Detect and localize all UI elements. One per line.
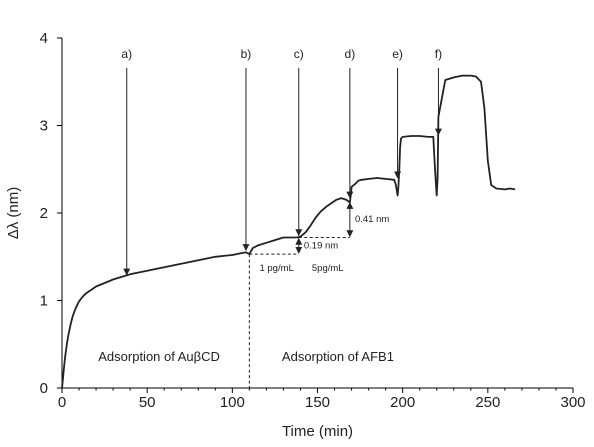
x-tick-label: 50 [139,394,156,411]
series-line [61,74,516,389]
x-axis-title: Time (min) [282,423,353,440]
y-tick-label: 2 [40,205,48,222]
x-tick-label: 300 [560,394,585,411]
region-label-aubcd: Adsorption of AuβCD [98,349,220,364]
annotation-arrows: a) b) c) d) e) f) [121,47,442,276]
y-tick-label: 4 [40,30,48,47]
annotation-label: a) [121,47,132,61]
region-label-afb1: Adsorption of AFB1 [282,349,394,364]
annotation-label: c) [294,47,304,61]
y-tick-label: 1 [40,293,48,310]
y-axis-title: Δλ (nm) [5,187,22,240]
concentration-label-2: 5pg/mL [312,263,344,274]
x-tick-label: 200 [390,394,415,411]
series-group [61,74,516,389]
annotation-label: d) [345,47,356,61]
x-tick-label: 0 [58,394,66,411]
guide-lines [248,237,350,388]
annotation-label: b) [241,47,252,61]
step-label-041: 0.41 nm [355,214,389,225]
y-tick-label: 3 [40,118,48,135]
x-tick-label: 250 [475,394,500,411]
x-tick-label: 150 [305,394,330,411]
step-label-019: 0.19 nm [304,240,338,251]
text-labels: Time (min) Δλ (nm) Adsorption of AuβCD A… [5,187,394,440]
y-tick-label: 0 [40,380,48,397]
concentration-label-1: 1 pg/mL [259,263,293,274]
x-tick-label: 100 [220,394,245,411]
axes: 0 50 100 150 200 250 300 0 1 2 3 4 [40,30,586,411]
annotation-label: e) [392,47,403,61]
annotation-label: f) [435,47,442,61]
